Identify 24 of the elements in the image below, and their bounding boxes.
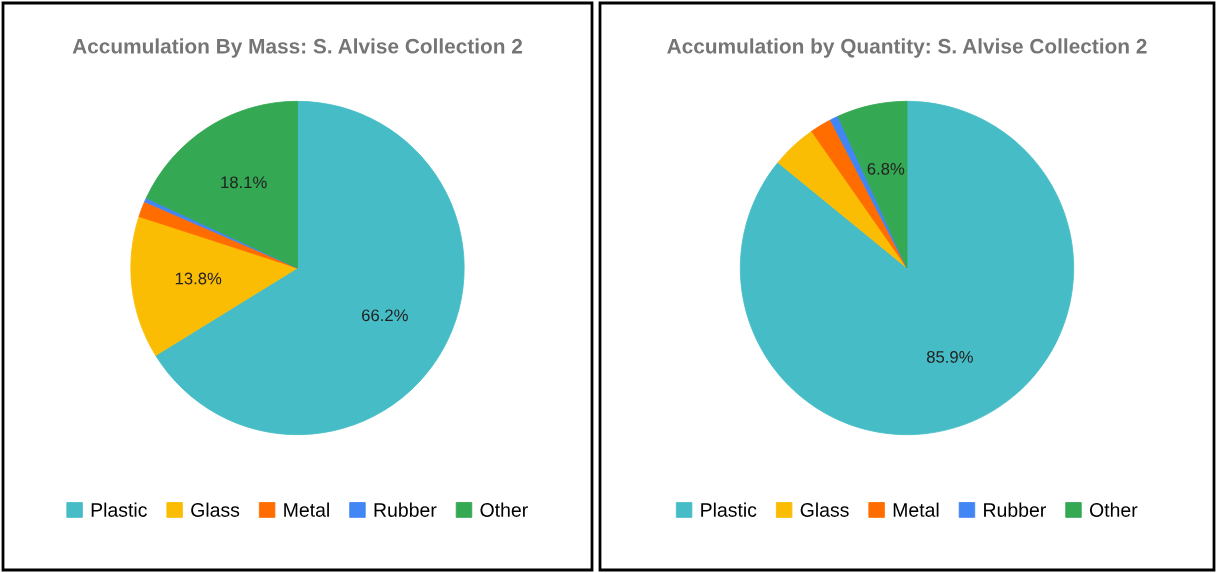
legend-label: Glass <box>191 502 240 517</box>
pie-slice <box>130 216 298 356</box>
data-label: 6.8% <box>867 162 905 175</box>
legend-label: Glass <box>800 502 849 517</box>
data-label: 13.8% <box>175 272 222 285</box>
data-label: 18.1% <box>221 176 267 189</box>
chart-title: Accumulation By Mass: S. Alvise Collection 2 <box>72 38 523 58</box>
legend-label: Metal <box>284 502 329 517</box>
slice-label: Plastic <box>701 502 757 517</box>
legend-label: Other <box>1089 502 1138 517</box>
legend-label: Rubber <box>984 502 1046 517</box>
pie-slice <box>145 100 298 269</box>
legend-label: Metal <box>893 502 939 517</box>
pie-slice <box>811 119 908 269</box>
data-label: 85.9% <box>926 351 973 363</box>
legend-label: Plastic <box>91 502 147 517</box>
pie-slice <box>739 100 1075 436</box>
pie-slice <box>777 130 908 269</box>
data-label: 66.2% <box>362 309 408 322</box>
legend-label: Rubber <box>374 502 437 517</box>
legend-label: Other <box>480 502 528 517</box>
pie-slice <box>155 100 465 436</box>
pie-slice <box>837 100 908 269</box>
chart-title: Accumulation by Quantity: S. Alvise Collection 2 <box>667 38 1147 58</box>
